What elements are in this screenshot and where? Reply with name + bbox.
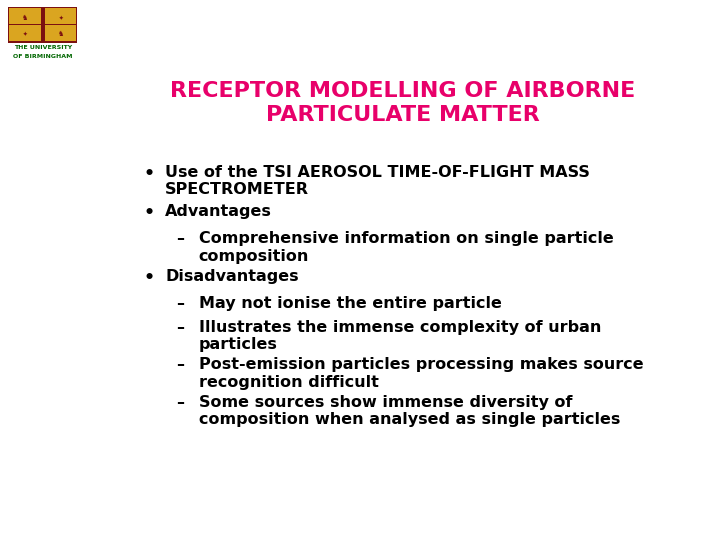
Text: –: – bbox=[176, 295, 184, 310]
Text: –: – bbox=[176, 320, 184, 335]
Text: Use of the TSI AEROSOL TIME-OF-FLIGHT MASS
SPECTROMETER: Use of the TSI AEROSOL TIME-OF-FLIGHT MA… bbox=[166, 165, 590, 197]
Text: •: • bbox=[143, 165, 154, 183]
Text: ✦: ✦ bbox=[22, 31, 27, 37]
Text: Comprehensive information on single particle
composition: Comprehensive information on single part… bbox=[199, 231, 613, 264]
FancyBboxPatch shape bbox=[45, 8, 76, 24]
Text: May not ionise the entire particle: May not ionise the entire particle bbox=[199, 295, 502, 310]
Text: Advantages: Advantages bbox=[166, 204, 272, 219]
Text: ♞: ♞ bbox=[22, 16, 28, 22]
FancyBboxPatch shape bbox=[9, 8, 41, 24]
FancyBboxPatch shape bbox=[9, 25, 41, 42]
Text: OF BIRMINGHAM: OF BIRMINGHAM bbox=[14, 55, 73, 59]
Text: RECEPTOR MODELLING OF AIRBORNE
PARTICULATE MATTER: RECEPTOR MODELLING OF AIRBORNE PARTICULA… bbox=[170, 82, 635, 125]
Text: Post-emission particles processing makes source
recognition difficult: Post-emission particles processing makes… bbox=[199, 357, 644, 389]
FancyBboxPatch shape bbox=[45, 25, 76, 42]
Text: –: – bbox=[176, 231, 184, 246]
Text: –: – bbox=[176, 357, 184, 372]
Text: Some sources show immense diversity of
composition when analysed as single parti: Some sources show immense diversity of c… bbox=[199, 395, 620, 427]
Text: ♞: ♞ bbox=[58, 31, 65, 37]
Text: Disadvantages: Disadvantages bbox=[166, 268, 299, 284]
Text: •: • bbox=[143, 268, 154, 287]
Text: THE UNIVERSITY: THE UNIVERSITY bbox=[14, 45, 72, 50]
FancyBboxPatch shape bbox=[7, 7, 77, 43]
Text: –: – bbox=[176, 395, 184, 409]
Text: •: • bbox=[143, 204, 154, 222]
Text: Illustrates the immense complexity of urban
particles: Illustrates the immense complexity of ur… bbox=[199, 320, 601, 352]
Text: ✦: ✦ bbox=[59, 16, 64, 21]
